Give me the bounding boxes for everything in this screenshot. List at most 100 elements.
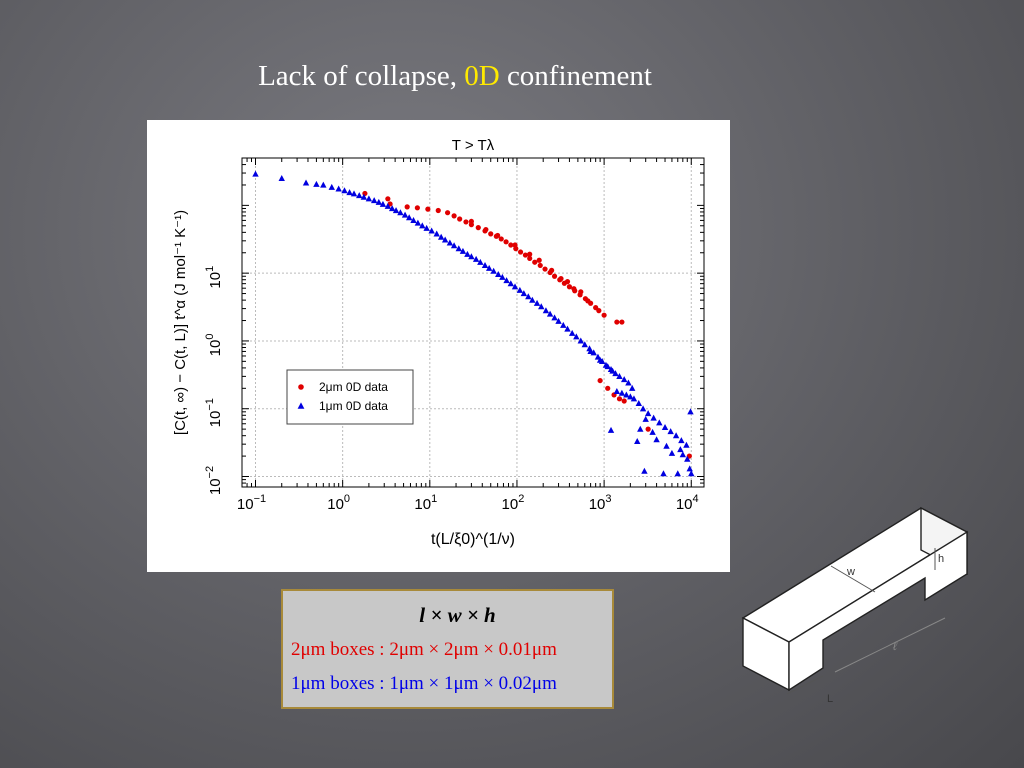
- data-point-1um: [520, 290, 528, 297]
- data-point-1um: [499, 273, 506, 280]
- data-point-2um: [549, 267, 555, 273]
- data-point-1um: [616, 372, 623, 379]
- data-point-2um: [527, 255, 533, 262]
- diagram-label-h: h: [938, 553, 944, 565]
- data-point-2um: [435, 207, 441, 214]
- series-2um: [362, 190, 692, 459]
- data-point-1um: [653, 436, 660, 443]
- data-point-1um: [618, 389, 626, 396]
- data-point-1um: [538, 303, 545, 310]
- data-point-1um: [414, 219, 422, 226]
- data-point-1um: [661, 424, 669, 431]
- data-point-1um: [687, 408, 694, 415]
- data-point-1um: [551, 314, 558, 321]
- data-point-1um: [437, 233, 445, 240]
- data-point-2um: [451, 213, 457, 219]
- data-point-1um: [607, 426, 615, 433]
- scatter-chart: 10−1 100 101 102 103 104 10−2 10−1 100 101 T > Tλ…: [172, 137, 705, 548]
- data-point-1um: [564, 325, 571, 332]
- data-point-1um: [328, 183, 335, 190]
- legend-label: 1μm 0D data: [319, 399, 388, 413]
- data-point-2um: [517, 249, 524, 255]
- data-point-2um: [498, 236, 504, 242]
- x-tick-label: 103: [589, 493, 612, 513]
- data-point-1um: [644, 410, 652, 417]
- legend-marker-2um: [298, 384, 304, 390]
- diagram-bridge-face: [788, 530, 968, 692]
- data-point-1um: [384, 202, 392, 209]
- data-point-1um: [459, 247, 467, 254]
- data-point-2um: [601, 312, 607, 318]
- data-point-2um: [578, 289, 584, 295]
- chart-grid: [242, 158, 704, 487]
- data-point-1um: [587, 348, 594, 355]
- data-point-2um: [488, 231, 494, 237]
- data-point-2um: [527, 251, 533, 257]
- data-point-1um: [679, 451, 687, 458]
- data-point-1um: [533, 299, 541, 306]
- data-point-2um: [645, 426, 651, 432]
- data-point-1um: [634, 437, 641, 444]
- data-point-1um: [507, 280, 515, 287]
- data-point-1um: [625, 379, 632, 386]
- data-point-1um: [596, 356, 604, 363]
- data-point-1um: [450, 242, 458, 249]
- data-point-1um: [678, 437, 685, 444]
- data-point-1um: [375, 198, 383, 205]
- data-point-2um: [566, 284, 573, 290]
- data-point-1um: [668, 449, 676, 456]
- data-point-1um: [568, 329, 576, 336]
- data-point-1um: [464, 250, 471, 257]
- data-point-1um: [683, 441, 690, 448]
- data-point-1um: [401, 211, 409, 218]
- chart-legend: 2μm 0D data 1μm 0D data: [286, 369, 414, 425]
- y-tick-label: 100: [204, 334, 224, 357]
- data-point-2um: [503, 239, 509, 245]
- data-point-1um: [677, 446, 684, 453]
- data-point-1um: [641, 467, 648, 474]
- x-tick-label: 104: [676, 493, 699, 513]
- diagram-l-arrow: [834, 617, 946, 673]
- data-point-1um: [446, 239, 454, 246]
- diagram-L-arrow: [786, 675, 824, 695]
- data-point-1um: [428, 227, 435, 234]
- data-point-1um: [278, 175, 285, 182]
- data-point-1um: [630, 395, 638, 402]
- data-point-1um: [468, 253, 475, 260]
- data-point-2um: [597, 377, 603, 384]
- data-point-2um: [512, 242, 518, 248]
- data-point-2um: [605, 385, 611, 391]
- y-tick-label: 10−1: [204, 398, 224, 427]
- title-suffix: confinement: [499, 60, 652, 92]
- slide-title: Lack of collapse, 0D confinement: [0, 60, 910, 93]
- data-point-2um: [537, 262, 543, 269]
- data-point-1um: [529, 296, 536, 303]
- data-point-2um: [558, 276, 564, 282]
- data-point-1um: [472, 255, 480, 262]
- data-point-1um: [410, 217, 417, 224]
- data-point-1um: [433, 230, 440, 237]
- data-point-2um: [444, 210, 451, 216]
- data-point-1um: [667, 428, 674, 435]
- data-point-1um: [503, 277, 510, 284]
- data-point-2um: [614, 319, 620, 325]
- diagram-label-w: w: [846, 566, 855, 578]
- data-point-1um: [635, 399, 642, 406]
- data-point-1um: [388, 205, 396, 212]
- data-point-1um: [360, 193, 368, 200]
- legend-box: [286, 369, 414, 425]
- data-point-1um: [649, 428, 656, 435]
- data-point-1um: [477, 258, 484, 265]
- data-point-1um: [627, 393, 634, 400]
- data-point-1um: [663, 442, 670, 449]
- data-point-1um: [660, 470, 667, 477]
- data-point-2um: [414, 205, 420, 211]
- dimensions-row-2um: 2μm boxes : 2μm × 2μm × 0.01μm: [291, 639, 557, 660]
- data-point-2um: [564, 279, 571, 285]
- data-point-2um: [475, 225, 481, 231]
- dimensions-row-1um: 1μm boxes : 1μm × 1μm × 0.02μm: [291, 673, 557, 694]
- data-point-1um: [560, 321, 567, 328]
- data-point-1um: [495, 270, 502, 277]
- data-point-1um: [320, 181, 327, 188]
- data-point-1um: [546, 310, 554, 317]
